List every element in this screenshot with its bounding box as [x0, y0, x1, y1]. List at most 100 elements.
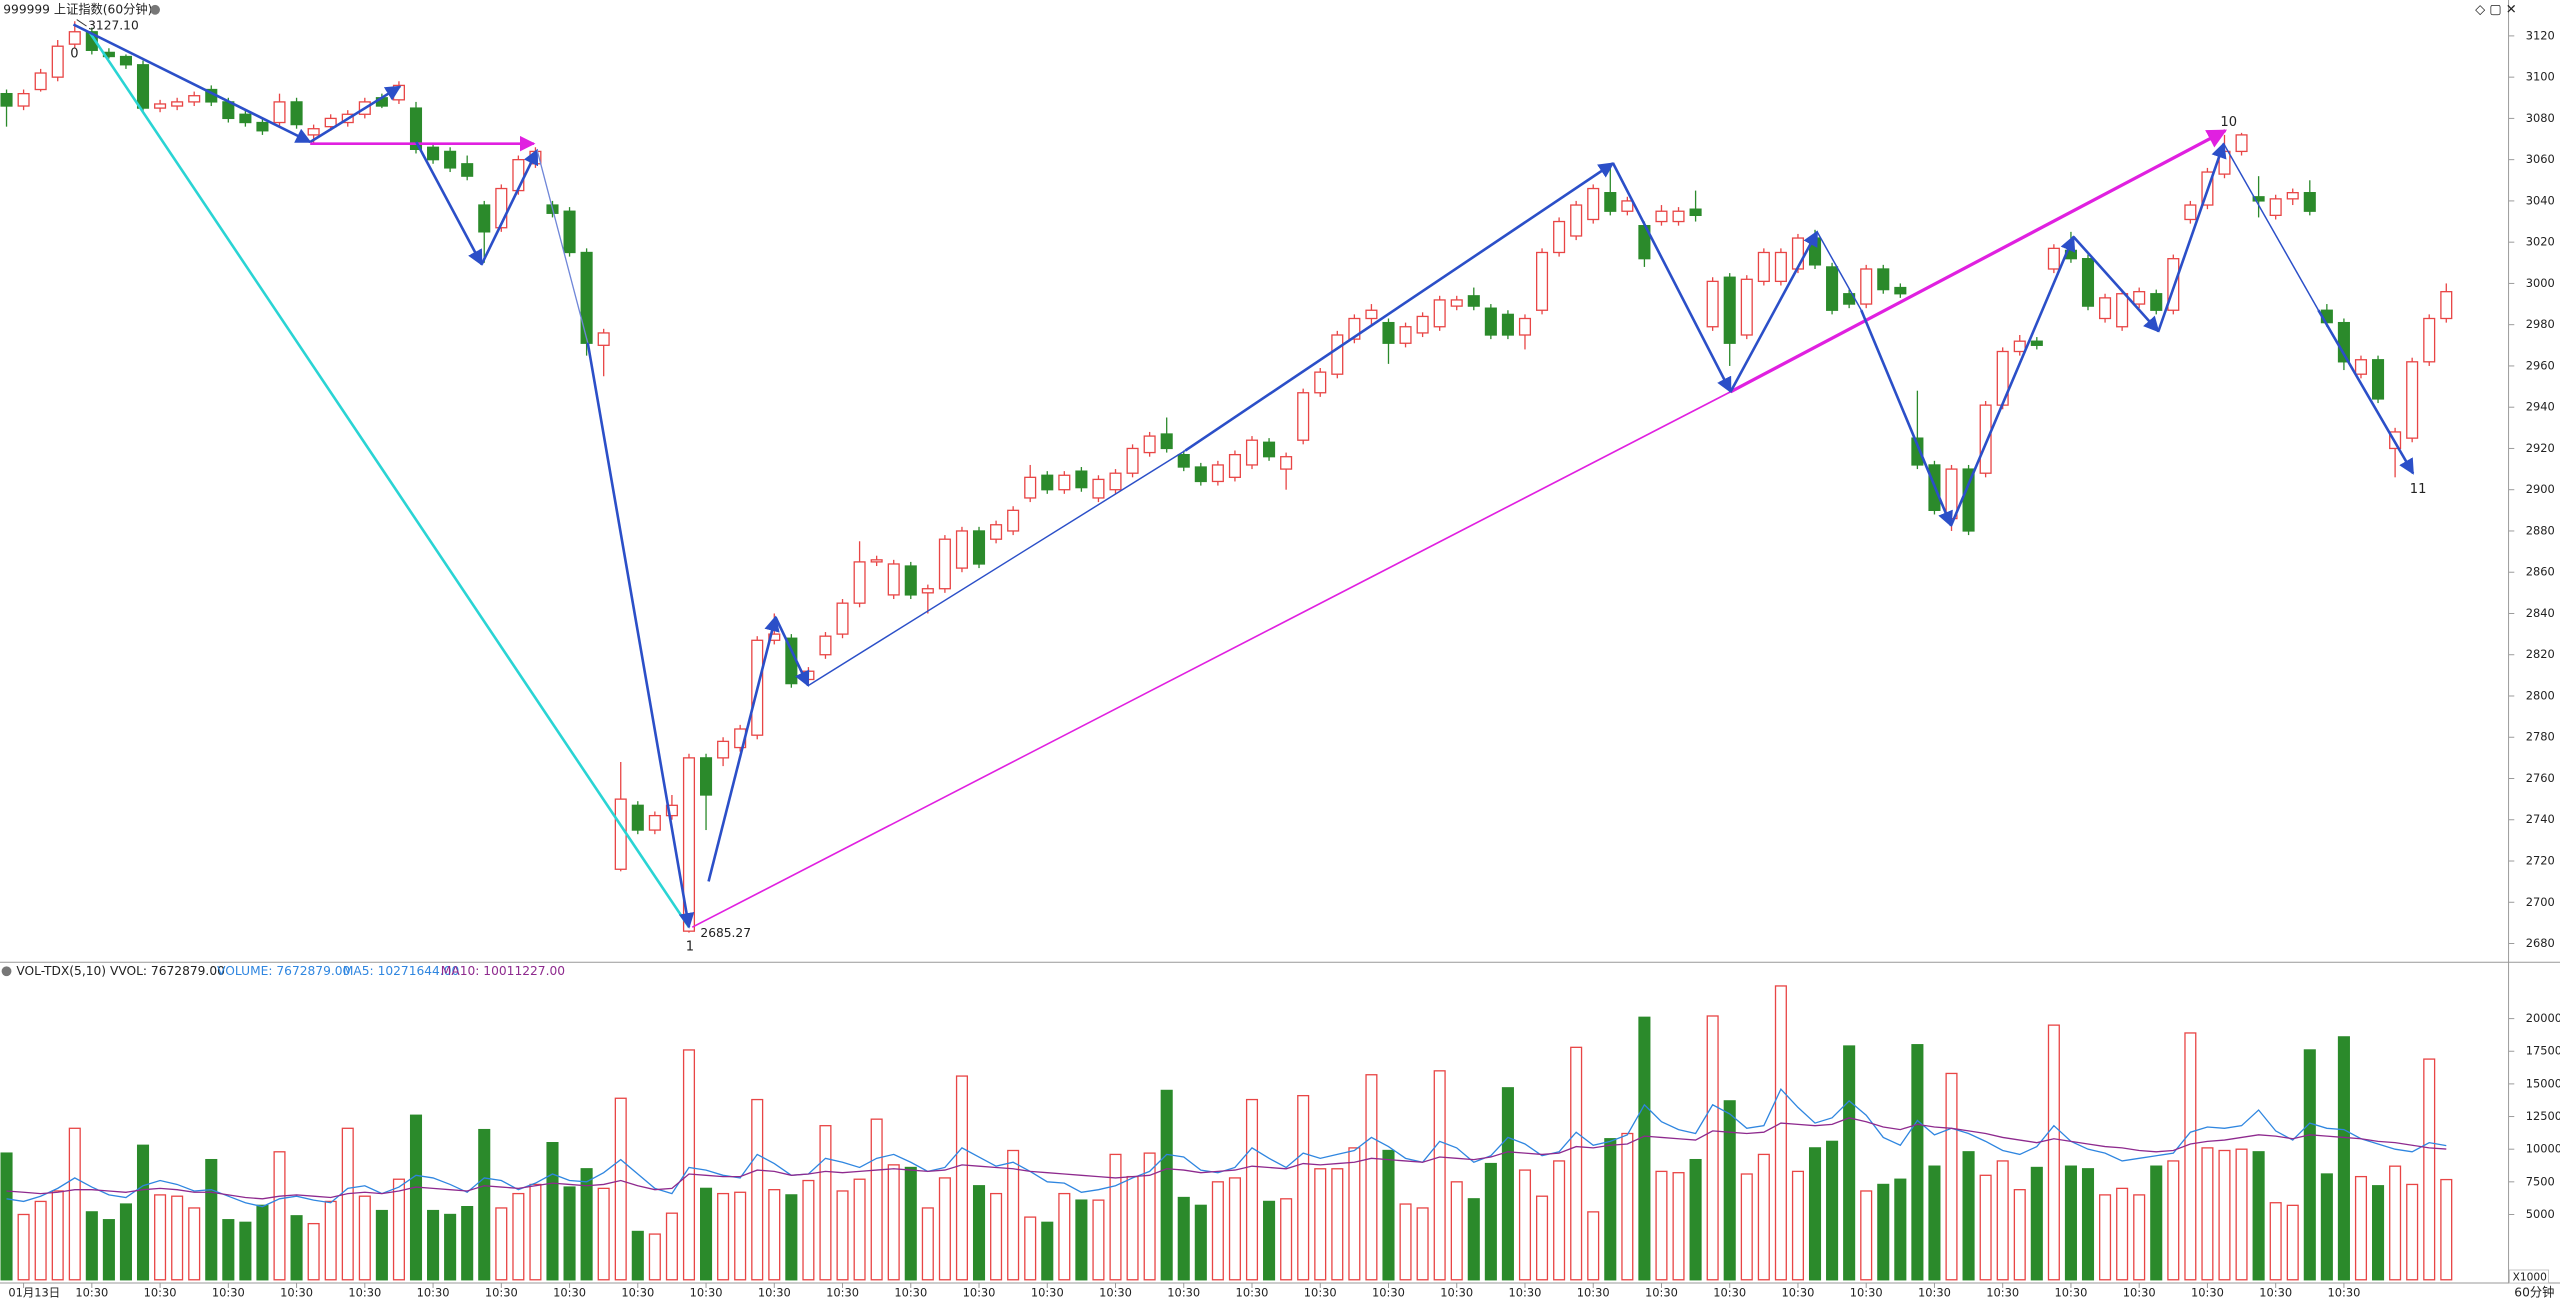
candle-body	[1126, 447, 1139, 474]
candle-body	[1348, 317, 1361, 340]
vol-menu-icon[interactable]	[1, 966, 12, 977]
volume-bar	[2303, 1049, 2316, 1281]
candle-body	[2337, 321, 2350, 363]
y-tick-label: 2880	[2526, 523, 2555, 537]
volume-bar	[119, 1203, 132, 1281]
candle-body	[0, 92, 13, 107]
annotation-low: 2685.27	[700, 926, 751, 940]
volume-bar	[478, 1128, 491, 1281]
candle-body	[1058, 474, 1071, 491]
period-label: 60分钟	[2514, 1284, 2554, 1299]
x-tick-label: 10:30	[1577, 1285, 1610, 1299]
candle-body	[409, 107, 423, 150]
volume-bar	[1007, 1149, 1020, 1281]
volume-bar	[154, 1194, 167, 1281]
candle-body	[154, 103, 167, 109]
y-tick-label: 3060	[2526, 152, 2555, 166]
candle-body	[2030, 340, 2043, 346]
candle-body	[597, 332, 610, 346]
candle-body	[1024, 476, 1037, 499]
candle-body	[2184, 204, 2197, 221]
candle-body	[1177, 453, 1190, 468]
candle-body	[1075, 470, 1088, 489]
volume-bar	[2389, 1165, 2402, 1281]
candle-body	[1245, 439, 1259, 466]
candle-body	[1109, 472, 1122, 491]
candle-body	[1723, 276, 1736, 344]
volume-bar	[802, 1179, 815, 1281]
candle-body	[427, 146, 440, 161]
y-tick-label: 3100	[2526, 70, 2555, 84]
wave-line	[1729, 129, 2228, 394]
volume-bar	[1433, 1070, 1446, 1281]
volume-bar	[1058, 1192, 1071, 1281]
candle-body	[1160, 433, 1173, 450]
title-menu-icon[interactable]	[150, 4, 160, 15]
x-tick-label: 10:30	[1372, 1285, 1405, 1299]
candle-body	[1587, 187, 1600, 221]
candle-body	[1774, 251, 1787, 283]
candle-body	[1331, 334, 1344, 375]
volume-bar	[1075, 1199, 1088, 1281]
volume-bar	[2320, 1173, 2333, 1281]
volume-bar	[1740, 1173, 1753, 1281]
y-tick-label: 2980	[2526, 317, 2555, 331]
volume-bar	[546, 1142, 559, 1281]
volume-bar	[785, 1194, 798, 1281]
volume-bar	[1467, 1198, 1480, 1281]
candle-body	[495, 187, 508, 229]
y-tick-label: 3080	[2526, 111, 2555, 125]
x-tick-label: 10:30	[2327, 1285, 2360, 1299]
volume-bar	[222, 1219, 235, 1281]
unit-box	[2508, 1269, 2549, 1284]
volume-bar	[1160, 1089, 1173, 1281]
wave-line	[2157, 142, 2227, 332]
y-tick-label: 15000	[2526, 1076, 2560, 1090]
candle-body	[2372, 359, 2385, 400]
candle-body	[171, 101, 184, 107]
annotation-high: 3127.10	[88, 19, 139, 33]
volume-bar	[358, 1195, 371, 1281]
volume-bar	[85, 1211, 98, 1281]
x-tick-label: 10:30	[1645, 1285, 1678, 1299]
volume-bar	[512, 1192, 525, 1281]
volume-bar	[2013, 1189, 2026, 1281]
candle-body	[1501, 313, 1514, 336]
candle-body	[1672, 210, 1685, 223]
x-tick-label: 10:30	[1099, 1285, 1132, 1299]
volume-bar	[256, 1204, 269, 1281]
volume-bar	[2064, 1165, 2077, 1281]
candle-body	[188, 95, 201, 103]
volume-bar	[102, 1219, 115, 1281]
y-tick-label: 2960	[2526, 358, 2555, 372]
y-tick-label: 2800	[2526, 688, 2555, 702]
candle-body	[665, 804, 678, 817]
volume-bar	[853, 1178, 866, 1281]
candle-body	[1007, 509, 1020, 532]
volume-bar	[1689, 1158, 1702, 1281]
volume-bar	[1365, 1074, 1378, 1281]
volume-bar	[68, 1127, 81, 1281]
volume-bar	[955, 1075, 969, 1281]
candle-body	[1877, 268, 1890, 291]
wave-line	[536, 150, 589, 343]
x-tick-label: 10:30	[1236, 1285, 1269, 1299]
candle-body	[2303, 192, 2316, 212]
volume-bar	[1331, 1168, 1344, 1281]
y-tick-label: 2760	[2526, 771, 2555, 785]
y-tick-label: 3000	[2526, 276, 2555, 290]
volume-bar	[375, 1209, 388, 1281]
volume-bar	[136, 1144, 150, 1281]
y-tick-label: 2900	[2526, 482, 2555, 496]
volume-bar	[2218, 1149, 2231, 1281]
volume-bar	[1314, 1168, 1327, 1281]
volume-bar	[1706, 1015, 1719, 1281]
volume-bar	[2354, 1175, 2368, 1281]
candle-body	[1382, 321, 1395, 344]
y-tick-label: 5000	[2526, 1207, 2555, 1221]
volume-bar	[1177, 1196, 1190, 1281]
vol-title: VOL-TDX(5,10) VVOL: 7672879.00	[16, 964, 225, 978]
window-buttons[interactable]: ◇ ▢ ✕	[2475, 2, 2517, 17]
volume-bar	[307, 1222, 320, 1281]
x-tick-label: 10:30	[1304, 1285, 1337, 1299]
